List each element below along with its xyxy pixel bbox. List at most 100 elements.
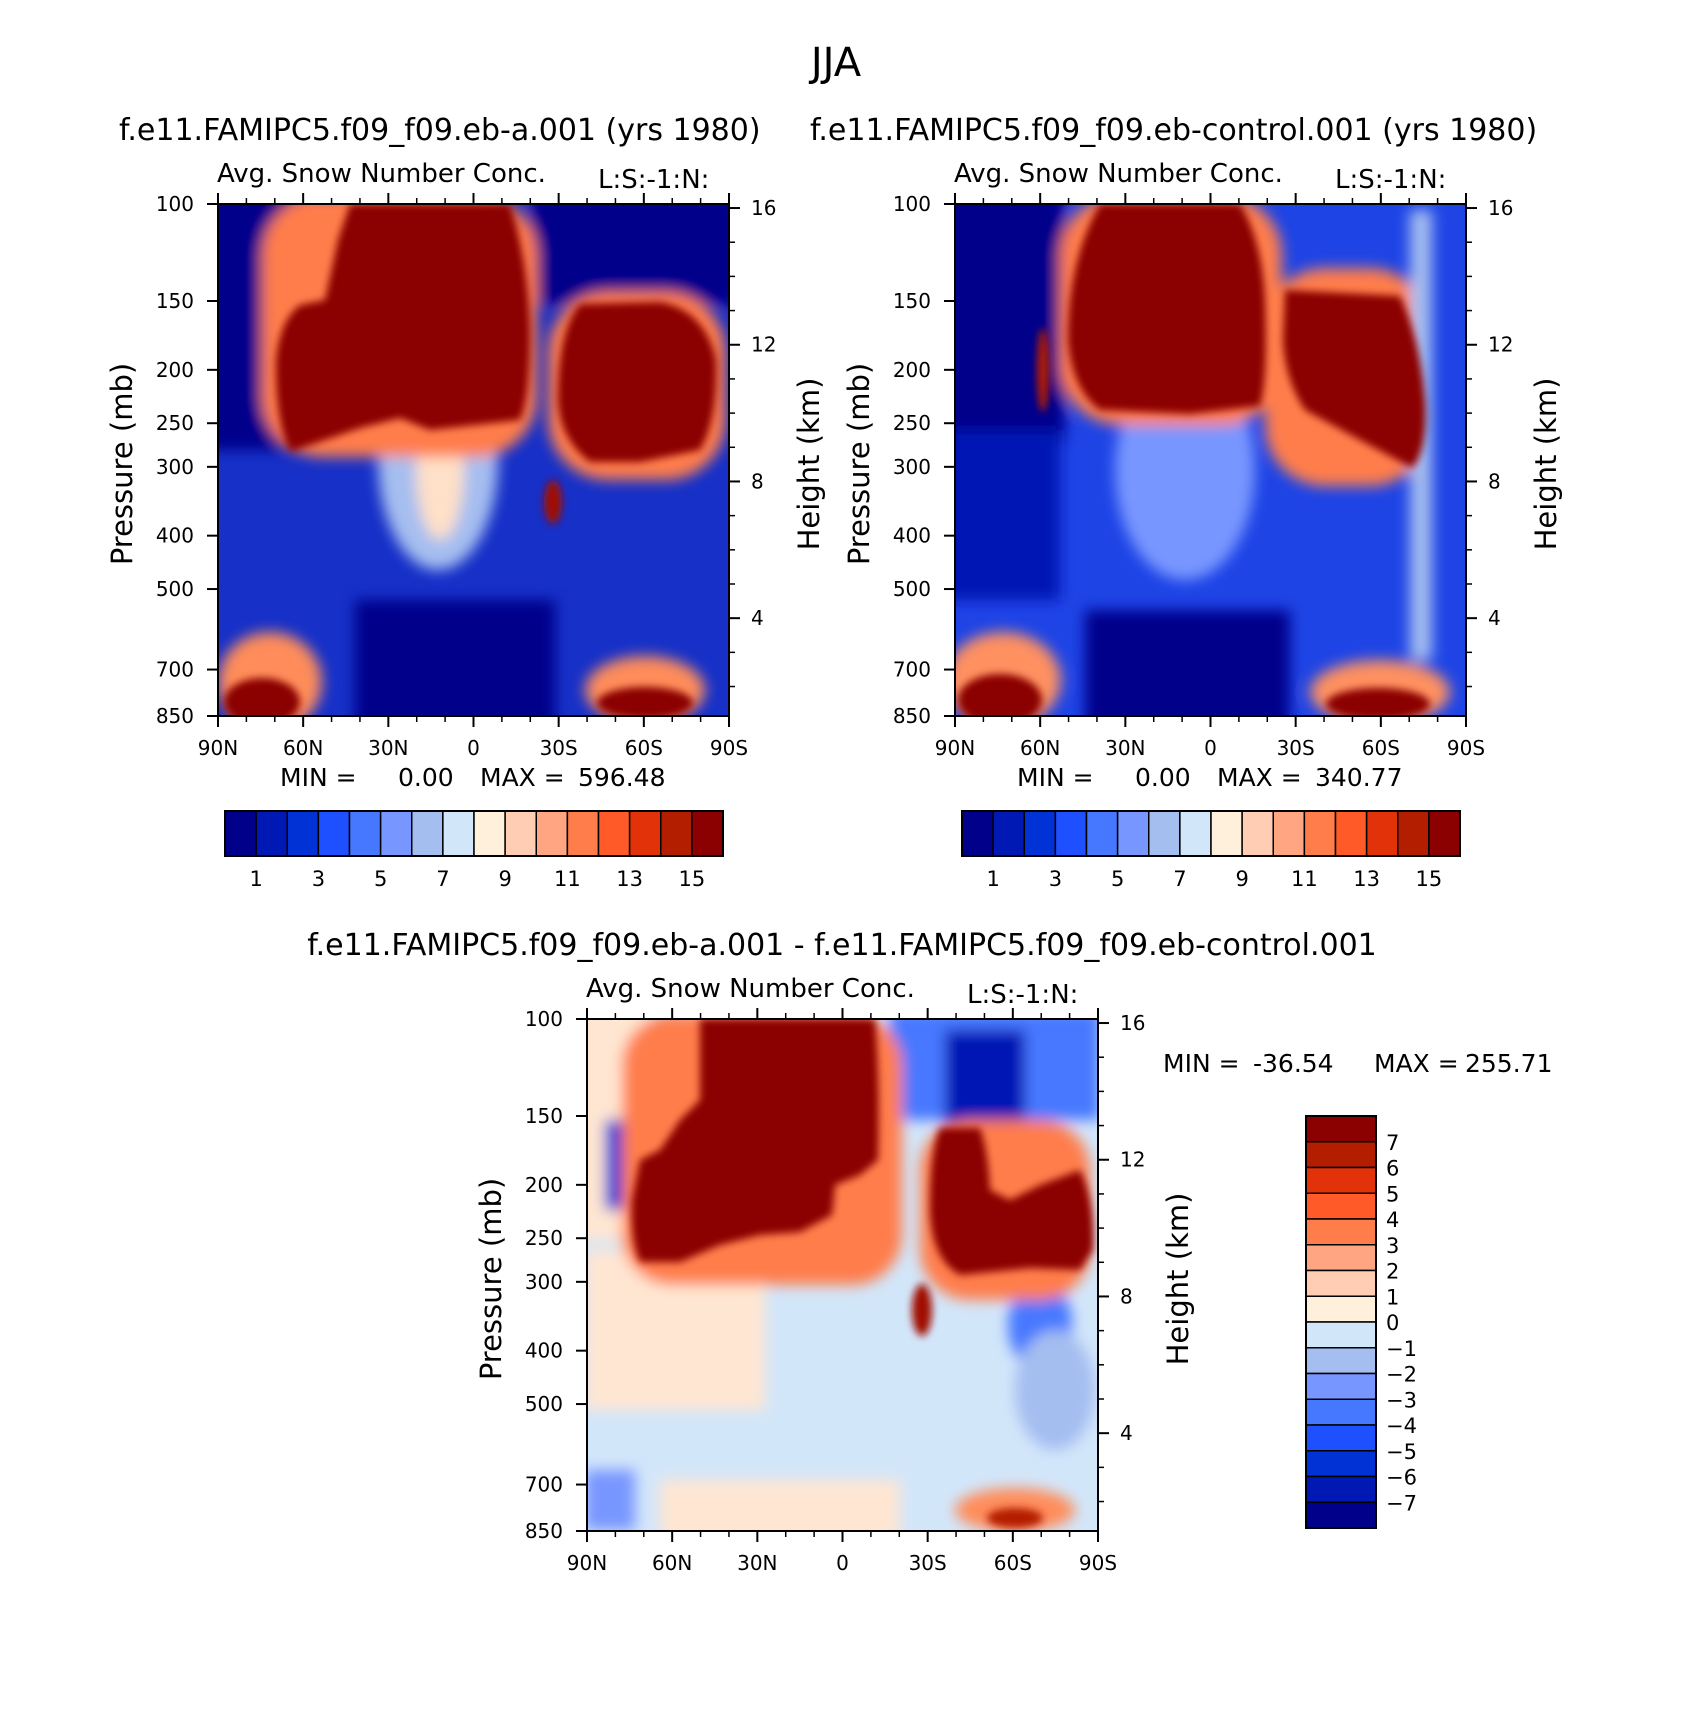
colorbar-box — [255, 810, 288, 857]
panel3-field — [587, 1019, 1098, 1531]
colorbar-box — [1305, 1450, 1377, 1478]
panel2-sh-low-max — [1326, 688, 1430, 716]
panel3-subtitle-right: L:S:-1:N: — [967, 980, 1078, 1010]
panel2-max-label: MAX = — [1217, 763, 1302, 792]
panel2-minmax: MIN = 0.00 MAX = 340.77 — [1017, 763, 1402, 792]
panel2-plot: Avg. Snow Number Conc. L:S:-1:N: — [842, 159, 1563, 891]
colorbar-label: 11 — [554, 867, 581, 891]
colorbar-box — [961, 810, 994, 857]
panel1-subtitle-right: L:S:-1:N: — [598, 165, 709, 195]
panel1-sh-low-max — [597, 687, 693, 716]
panel3-max-value: 255.71 — [1465, 1049, 1552, 1078]
x-tick-label: 90N — [935, 736, 975, 760]
y-tick-label: 850 — [525, 1519, 563, 1543]
y-right-tick-label: 16 — [1120, 1011, 1145, 1035]
panel1-axes: 100 150 200 250 300 400 500 700 850 4 8 12 16 90N 60N 3… — [156, 192, 777, 760]
panel3-midlevel-max — [912, 1284, 932, 1336]
panel3-sh-upper-max — [930, 1128, 1094, 1275]
panel3-ylabel: Pressure (mb) — [474, 1178, 508, 1380]
colorbar-label: 1 — [986, 867, 999, 891]
panel2-mid-dark — [955, 430, 1060, 600]
colorbar-box — [348, 810, 382, 857]
y-tick-label: 100 — [525, 1007, 563, 1031]
y-right-tick-label: 4 — [1488, 606, 1501, 630]
colorbar-box — [1305, 1424, 1377, 1452]
colorbar-label: 7 — [436, 867, 449, 891]
y-right-tick-label: 8 — [1120, 1284, 1133, 1308]
panel1-plot: Avg. Snow Number Conc. L:S:-1:N: — [105, 159, 826, 891]
panel1-min-value: 0.00 — [398, 763, 454, 792]
panel1-field — [218, 204, 729, 716]
panel3-axes: 100 150 200 250 300 400 500 700 850 4 8 12 16 90N 60N 3… — [525, 1007, 1146, 1575]
colorbar-box — [1365, 810, 1399, 857]
y-tick-label: 300 — [893, 455, 931, 479]
colorbar-box — [1305, 1269, 1377, 1297]
x-tick-label: 0 — [836, 1551, 849, 1575]
panel2-nh-upper-max — [1068, 204, 1266, 414]
panel1-colorbar: 1 3 5 7 9 11 13 15 — [224, 810, 724, 891]
panel1-lower-dark — [355, 600, 555, 716]
colorbar-box — [628, 810, 662, 857]
y-right-tick-label: 16 — [1488, 196, 1513, 220]
x-tick-label: 0 — [1204, 736, 1217, 760]
colorbar-box — [1023, 810, 1057, 857]
panel2-field — [955, 204, 1466, 716]
colorbar-label: 3 — [312, 867, 325, 891]
colorbar-box — [1305, 1295, 1377, 1323]
colorbar-label: 1 — [249, 867, 262, 891]
panel3-ylabel-right: Height (km) — [1161, 1193, 1195, 1366]
y-tick-label: 150 — [893, 289, 931, 313]
y-right-tick-label: 8 — [751, 469, 764, 493]
colorbar-label: 15 — [679, 867, 706, 891]
colorbar-label: −4 — [1386, 1414, 1417, 1438]
colorbar-box — [1210, 810, 1243, 857]
x-tick-label: 30S — [909, 1551, 947, 1575]
y-tick-label: 500 — [525, 1392, 563, 1416]
colorbar-box — [1305, 1141, 1377, 1169]
panel3-title: f.e11.FAMIPC5.f09_f09.eb-a.001 - f.e11.F… — [307, 928, 1377, 963]
colorbar-box — [1305, 1115, 1377, 1143]
colorbar-box — [1305, 1321, 1377, 1349]
panel1-max-value: 596.48 — [578, 763, 665, 792]
y-tick-label: 700 — [525, 1473, 563, 1497]
colorbar-label: 13 — [1353, 867, 1380, 891]
colorbar-label: −7 — [1386, 1491, 1417, 1515]
colorbar-box — [1303, 810, 1337, 857]
x-tick-label: 30N — [737, 1551, 777, 1575]
panel1-subtitle: Avg. Snow Number Conc. — [217, 159, 546, 189]
colorbar-box — [1148, 810, 1181, 857]
colorbar-box — [1054, 810, 1088, 857]
panel3-nh-column — [605, 1120, 627, 1210]
colorbar-label: 11 — [1291, 867, 1318, 891]
panel2-lower-dark — [1085, 610, 1290, 716]
panel2-min-value: 0.00 — [1135, 763, 1191, 792]
colorbar-box — [597, 810, 631, 857]
colorbar-box — [992, 810, 1025, 857]
colorbar-box — [1397, 810, 1430, 857]
panel3-plot: Avg. Snow Number Conc. L:S:-1:N: — [474, 974, 1552, 1575]
x-tick-label: 90N — [198, 736, 238, 760]
y-right-tick-label: 4 — [1120, 1421, 1133, 1445]
y-tick-label: 400 — [893, 524, 931, 548]
colorbar-box — [1305, 1475, 1377, 1503]
y-tick-label: 400 — [156, 524, 194, 548]
colorbar-label: 5 — [374, 867, 387, 891]
panel1-title: f.e11.FAMIPC5.f09_f09.eb-a.001 (yrs 1980… — [119, 113, 761, 148]
panel2-subtitle: Avg. Snow Number Conc. — [954, 159, 1283, 189]
panel1-ylabel-right: Height (km) — [792, 378, 826, 551]
colorbar-box — [1305, 1372, 1377, 1400]
y-right-tick-label: 12 — [751, 333, 776, 357]
panel2-max-value: 340.77 — [1315, 763, 1402, 792]
panel3-sh-mid-lightblue — [1015, 1330, 1095, 1450]
panel1-nh-upper-max — [275, 204, 530, 452]
x-tick-label: 30N — [368, 736, 408, 760]
panel2-title: f.e11.FAMIPC5.f09_f09.eb-control.001 (yr… — [810, 113, 1537, 148]
colorbar-box — [1241, 810, 1274, 857]
colorbar-box — [442, 810, 475, 857]
panel1-min-label: MIN = — [280, 763, 357, 792]
x-tick-label: 60N — [652, 1551, 692, 1575]
y-right-tick-label: 12 — [1120, 1148, 1145, 1172]
colorbar-label: −3 — [1386, 1388, 1417, 1412]
